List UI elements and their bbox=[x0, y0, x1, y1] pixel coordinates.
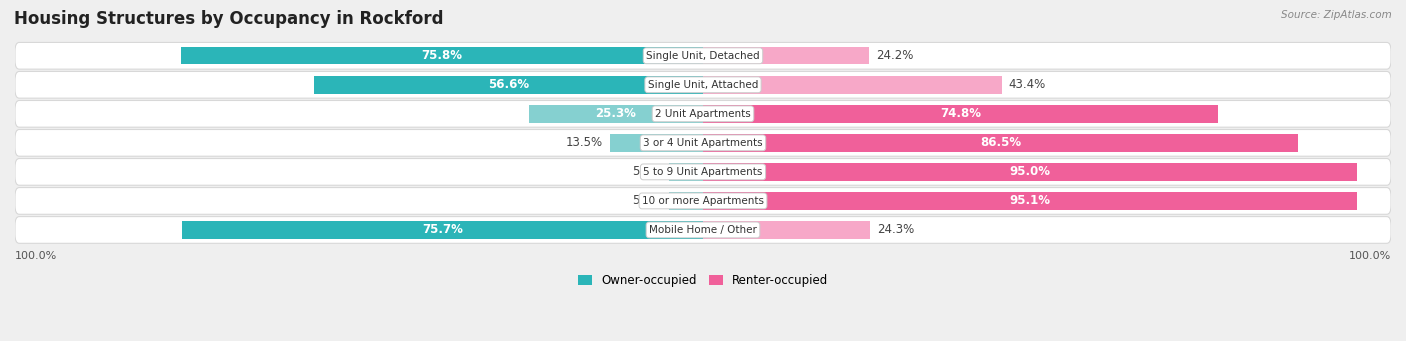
Text: 25.3%: 25.3% bbox=[596, 107, 637, 120]
Text: 75.8%: 75.8% bbox=[422, 49, 463, 62]
Bar bbox=[669, 192, 703, 210]
Text: 13.5%: 13.5% bbox=[567, 136, 603, 149]
Text: Single Unit, Detached: Single Unit, Detached bbox=[647, 51, 759, 61]
Text: 10 or more Apartments: 10 or more Apartments bbox=[643, 196, 763, 206]
Text: 5 to 9 Unit Apartments: 5 to 9 Unit Apartments bbox=[644, 167, 762, 177]
Text: 43.4%: 43.4% bbox=[1008, 78, 1046, 91]
Bar bbox=[529, 105, 703, 122]
Text: Single Unit, Attached: Single Unit, Attached bbox=[648, 80, 758, 90]
Text: 56.6%: 56.6% bbox=[488, 78, 529, 91]
Bar bbox=[703, 134, 1298, 151]
Bar bbox=[703, 163, 1357, 181]
Text: 74.8%: 74.8% bbox=[939, 107, 981, 120]
FancyBboxPatch shape bbox=[15, 130, 1391, 156]
Text: Source: ZipAtlas.com: Source: ZipAtlas.com bbox=[1281, 10, 1392, 20]
Legend: Owner-occupied, Renter-occupied: Owner-occupied, Renter-occupied bbox=[572, 269, 834, 292]
Bar bbox=[703, 192, 1357, 210]
Bar bbox=[669, 163, 703, 181]
Text: Mobile Home / Other: Mobile Home / Other bbox=[650, 225, 756, 235]
FancyBboxPatch shape bbox=[15, 101, 1391, 127]
FancyBboxPatch shape bbox=[15, 217, 1391, 243]
Text: 5.0%: 5.0% bbox=[633, 165, 662, 178]
Bar bbox=[610, 134, 703, 151]
Text: 3 or 4 Unit Apartments: 3 or 4 Unit Apartments bbox=[643, 138, 763, 148]
Text: 95.0%: 95.0% bbox=[1010, 165, 1050, 178]
Bar bbox=[314, 76, 703, 93]
Bar bbox=[703, 76, 1001, 93]
Text: 24.3%: 24.3% bbox=[877, 223, 914, 236]
Text: 75.7%: 75.7% bbox=[422, 223, 463, 236]
Text: 100.0%: 100.0% bbox=[15, 251, 58, 261]
FancyBboxPatch shape bbox=[15, 159, 1391, 185]
Bar bbox=[183, 221, 703, 239]
Bar bbox=[703, 221, 870, 239]
Text: 95.1%: 95.1% bbox=[1010, 194, 1050, 207]
Text: 24.2%: 24.2% bbox=[876, 49, 914, 62]
Bar bbox=[703, 47, 869, 64]
FancyBboxPatch shape bbox=[15, 188, 1391, 214]
Text: Housing Structures by Occupancy in Rockford: Housing Structures by Occupancy in Rockf… bbox=[14, 10, 443, 28]
FancyBboxPatch shape bbox=[15, 72, 1391, 98]
Bar bbox=[703, 105, 1218, 122]
FancyBboxPatch shape bbox=[15, 42, 1391, 69]
Text: 86.5%: 86.5% bbox=[980, 136, 1021, 149]
Text: 100.0%: 100.0% bbox=[1348, 251, 1391, 261]
Bar bbox=[181, 47, 703, 64]
Text: 2 Unit Apartments: 2 Unit Apartments bbox=[655, 109, 751, 119]
Text: 5.0%: 5.0% bbox=[633, 194, 662, 207]
